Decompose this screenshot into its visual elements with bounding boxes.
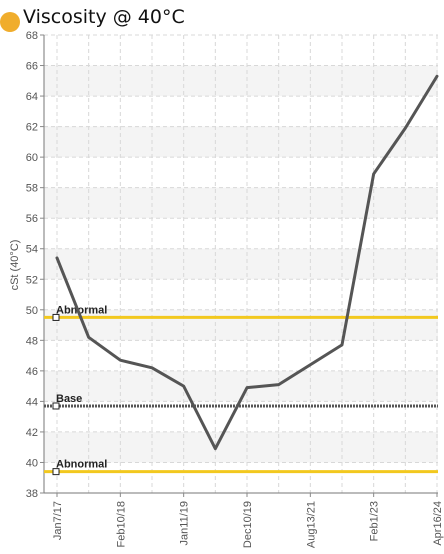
y-tick-label: 66 xyxy=(26,61,38,73)
x-tick-label: Dec10/19 xyxy=(242,501,254,548)
y-tick-label: 52 xyxy=(26,274,38,286)
x-ticks: Jan7/17 Feb10/18 Jan11/19 Dec10/19 Aug13/21 F… xyxy=(52,493,444,548)
axes xyxy=(43,35,438,494)
y-tick-label: 42 xyxy=(26,427,38,439)
x-tick-label: Jan11/19 xyxy=(179,501,191,545)
y-tick-label: 38 xyxy=(26,488,38,500)
grid-band xyxy=(44,126,438,158)
reference-marker xyxy=(52,402,60,410)
reference-label: Base xyxy=(56,393,82,405)
reference-label: Abnormal xyxy=(56,459,107,471)
y-axis-label: cSt (40°C) xyxy=(9,240,21,291)
x-tick-label: Aug13/21 xyxy=(305,501,317,548)
x-tick-label: Feb10/18 xyxy=(115,501,127,547)
grid-band xyxy=(44,65,438,97)
y-tick-label: 62 xyxy=(26,122,38,134)
y-tick-label: 44 xyxy=(26,396,38,408)
y-tick-label: 54 xyxy=(26,244,38,256)
grid-band xyxy=(44,431,438,463)
grid-bands xyxy=(44,65,438,463)
y-tick-label: 60 xyxy=(26,152,38,164)
reference-marker xyxy=(52,313,60,321)
y-tick-label: 68 xyxy=(26,30,38,42)
y-tick-label: 50 xyxy=(26,305,38,317)
grid-band xyxy=(44,309,438,341)
y-tick-label: 64 xyxy=(26,91,38,103)
y-tick-label: 48 xyxy=(26,335,38,347)
y-tick-label: 58 xyxy=(26,183,38,195)
y-tick-label: 56 xyxy=(26,213,38,225)
series-line xyxy=(55,74,439,451)
grid-band xyxy=(44,187,438,219)
status-dot-icon xyxy=(0,12,20,32)
x-tick-label: Feb1/23 xyxy=(369,501,381,541)
chart-header: Viscosity @ 40°C xyxy=(0,0,444,34)
x-tick-label: Apr16/24 xyxy=(432,501,444,546)
chart-title: Viscosity @ 40°C xyxy=(23,6,185,28)
reference-marker xyxy=(52,468,60,476)
y-tick-label: 46 xyxy=(26,366,38,378)
grid-band xyxy=(44,248,438,280)
y-ticks: 38 40 42 44 46 48 50 52 54 56 58 60 62 64 66 68 xyxy=(26,30,44,500)
reference-lines: Abnormal Base Abnormal xyxy=(44,304,438,476)
x-tick-label: Jan7/17 xyxy=(52,501,64,540)
reference-label: Abnormal xyxy=(56,304,107,316)
y-tick-label: 40 xyxy=(26,457,38,469)
series-lines xyxy=(55,74,439,451)
